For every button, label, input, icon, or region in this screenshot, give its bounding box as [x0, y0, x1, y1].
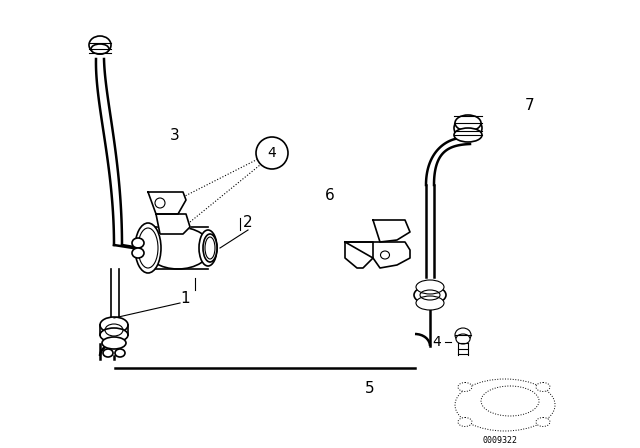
Text: 3: 3: [170, 128, 180, 142]
Text: 0009322: 0009322: [483, 435, 518, 444]
Ellipse shape: [205, 237, 215, 259]
Text: 5: 5: [365, 380, 375, 396]
Text: 4: 4: [433, 335, 442, 349]
Ellipse shape: [100, 317, 128, 333]
Ellipse shape: [416, 280, 444, 294]
Ellipse shape: [91, 44, 109, 54]
Ellipse shape: [138, 228, 158, 268]
Ellipse shape: [135, 223, 161, 273]
Ellipse shape: [203, 234, 217, 262]
Ellipse shape: [132, 238, 144, 248]
Ellipse shape: [458, 418, 472, 426]
Ellipse shape: [454, 128, 482, 142]
Text: 1: 1: [180, 290, 190, 306]
Ellipse shape: [137, 227, 159, 269]
Polygon shape: [345, 242, 410, 268]
Ellipse shape: [132, 248, 144, 258]
Polygon shape: [373, 220, 410, 242]
Polygon shape: [345, 242, 373, 268]
Ellipse shape: [102, 337, 126, 349]
Text: 2: 2: [243, 215, 253, 229]
Circle shape: [256, 137, 288, 169]
Ellipse shape: [100, 328, 128, 342]
Ellipse shape: [89, 36, 111, 54]
Ellipse shape: [536, 418, 550, 426]
Ellipse shape: [458, 383, 472, 392]
Text: 4: 4: [268, 146, 276, 160]
Ellipse shape: [454, 117, 482, 139]
Ellipse shape: [115, 349, 125, 357]
Ellipse shape: [455, 115, 481, 131]
Text: 6: 6: [325, 188, 335, 202]
Ellipse shape: [536, 383, 550, 392]
Ellipse shape: [416, 296, 444, 310]
Ellipse shape: [145, 227, 211, 269]
Ellipse shape: [455, 328, 471, 342]
Text: 7: 7: [525, 98, 535, 112]
Polygon shape: [156, 214, 190, 234]
Ellipse shape: [103, 349, 113, 357]
Polygon shape: [148, 192, 186, 214]
Ellipse shape: [199, 230, 217, 266]
Ellipse shape: [414, 286, 446, 304]
Ellipse shape: [456, 334, 470, 344]
